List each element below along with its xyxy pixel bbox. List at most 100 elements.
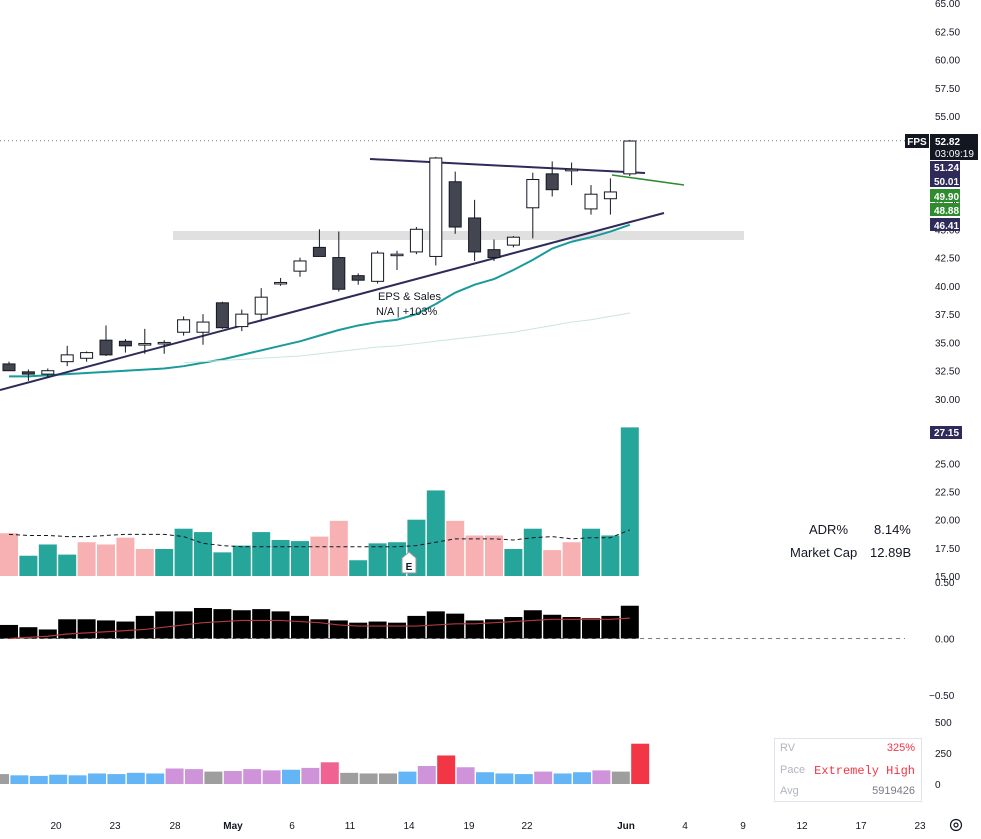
candle[interactable] xyxy=(157,340,171,354)
candle[interactable] xyxy=(196,314,210,345)
volume-bar[interactable] xyxy=(194,532,212,576)
relative-volume-bar[interactable] xyxy=(243,769,262,784)
volume-pane[interactable] xyxy=(0,427,639,576)
volume-bar[interactable] xyxy=(485,535,503,576)
candle[interactable] xyxy=(371,250,385,284)
volume-bar[interactable] xyxy=(77,542,96,576)
candle[interactable] xyxy=(468,199,482,261)
oscillator-bar[interactable] xyxy=(523,610,542,639)
relative-volume-bar[interactable] xyxy=(282,769,300,784)
relative-volume-bar[interactable] xyxy=(88,773,106,784)
relative-volume-bar[interactable] xyxy=(573,772,591,784)
relative-volume-bar[interactable] xyxy=(0,774,9,784)
relative-volume-bar[interactable] xyxy=(534,771,553,784)
candle[interactable] xyxy=(138,328,152,354)
volume-bar[interactable] xyxy=(523,528,542,576)
oscillator-bar[interactable] xyxy=(446,613,465,639)
candle[interactable] xyxy=(80,351,94,362)
candle[interactable] xyxy=(99,325,113,357)
relative-volume-bar[interactable] xyxy=(592,770,611,784)
volume-bar[interactable] xyxy=(504,548,523,576)
volume-bar[interactable] xyxy=(368,543,387,576)
candle[interactable] xyxy=(118,339,132,353)
relative-volume-bar[interactable] xyxy=(514,774,533,784)
moving-average-1[interactable] xyxy=(9,223,631,378)
volume-bar[interactable] xyxy=(582,528,600,576)
candle[interactable] xyxy=(312,229,326,257)
relative-volume-bar[interactable] xyxy=(146,773,165,784)
volume-bar[interactable] xyxy=(232,545,251,576)
volume-bar[interactable] xyxy=(426,490,445,576)
oscillator-bar[interactable] xyxy=(504,617,523,639)
oscillator-bar[interactable] xyxy=(19,627,38,639)
relative-volume-bar[interactable] xyxy=(107,774,126,784)
volume-bar[interactable] xyxy=(620,427,639,576)
oscillator-bar[interactable] xyxy=(329,620,348,639)
candle[interactable] xyxy=(603,178,617,215)
volume-bar[interactable] xyxy=(19,555,38,576)
relative-volume-bar[interactable] xyxy=(553,773,572,784)
volume-bar[interactable] xyxy=(291,541,309,576)
oscillator-bar[interactable] xyxy=(252,609,271,639)
volume-bar[interactable] xyxy=(0,533,18,576)
candle[interactable] xyxy=(2,361,16,372)
candle[interactable] xyxy=(215,301,229,329)
eps-annotation[interactable]: EPS & Sales N/A | +103% xyxy=(376,291,441,318)
oscillator-bar[interactable] xyxy=(97,620,115,639)
oscillator-bar[interactable] xyxy=(232,610,251,639)
relative-volume-bar[interactable] xyxy=(398,771,417,784)
candle[interactable] xyxy=(60,345,74,367)
volume-bar[interactable] xyxy=(310,536,329,576)
candle[interactable] xyxy=(274,277,288,286)
relative-volume-bar[interactable] xyxy=(611,771,630,784)
oscillator-bar[interactable] xyxy=(271,611,290,639)
candle[interactable] xyxy=(293,257,307,277)
oscillator-bar[interactable] xyxy=(310,619,329,639)
candle[interactable] xyxy=(545,161,559,197)
relative-volume-bar[interactable] xyxy=(185,769,203,784)
candle[interactable] xyxy=(565,162,579,186)
volume-bar[interactable] xyxy=(97,544,115,576)
relative-volume-bar[interactable] xyxy=(456,767,475,784)
volume-bar[interactable] xyxy=(446,520,465,576)
relative-volume-bar[interactable] xyxy=(223,770,242,784)
volume-bar[interactable] xyxy=(58,554,77,576)
oscillator-pane[interactable] xyxy=(0,605,905,640)
oscillator-bar[interactable] xyxy=(388,622,406,639)
oscillator-bar[interactable] xyxy=(0,624,18,639)
relative-volume-bar[interactable] xyxy=(340,772,359,784)
oscillator-bar[interactable] xyxy=(368,621,387,639)
relative-volume-bar[interactable] xyxy=(359,773,378,784)
rising-trendline[interactable] xyxy=(0,212,665,391)
relative-volume-bar[interactable] xyxy=(10,775,29,784)
candle[interactable] xyxy=(526,172,540,239)
oscillator-bar[interactable] xyxy=(582,618,600,639)
candle[interactable] xyxy=(429,156,443,266)
moving-average-2[interactable] xyxy=(183,312,630,364)
oscillator-bar[interactable] xyxy=(543,614,562,639)
volume-bar[interactable] xyxy=(213,552,232,576)
price-pane[interactable] xyxy=(0,139,905,391)
oscillator-bar[interactable] xyxy=(485,619,503,639)
oscillator-bar[interactable] xyxy=(135,615,154,639)
volume-bar[interactable] xyxy=(38,544,57,576)
candle[interactable] xyxy=(390,250,404,271)
volume-bar[interactable] xyxy=(465,535,484,576)
volume-bar[interactable] xyxy=(116,537,135,576)
volume-bar[interactable] xyxy=(601,535,620,576)
relative-volume-bar[interactable] xyxy=(262,770,281,784)
volume-bar[interactable] xyxy=(271,539,290,576)
relative-volume-bar[interactable] xyxy=(68,775,87,784)
relative-volume-bar[interactable] xyxy=(476,772,494,784)
oscillator-bar[interactable] xyxy=(465,620,484,639)
volume-bar[interactable] xyxy=(329,520,348,576)
oscillator-bar[interactable] xyxy=(58,619,77,639)
relative-volume-bar[interactable] xyxy=(631,743,650,784)
volume-bar[interactable] xyxy=(174,528,193,576)
descending-trendline[interactable] xyxy=(369,158,646,174)
relative-volume-bar[interactable] xyxy=(301,767,320,784)
candle[interactable] xyxy=(448,171,462,234)
candle[interactable] xyxy=(41,368,55,378)
oscillator-bar[interactable] xyxy=(38,629,57,639)
